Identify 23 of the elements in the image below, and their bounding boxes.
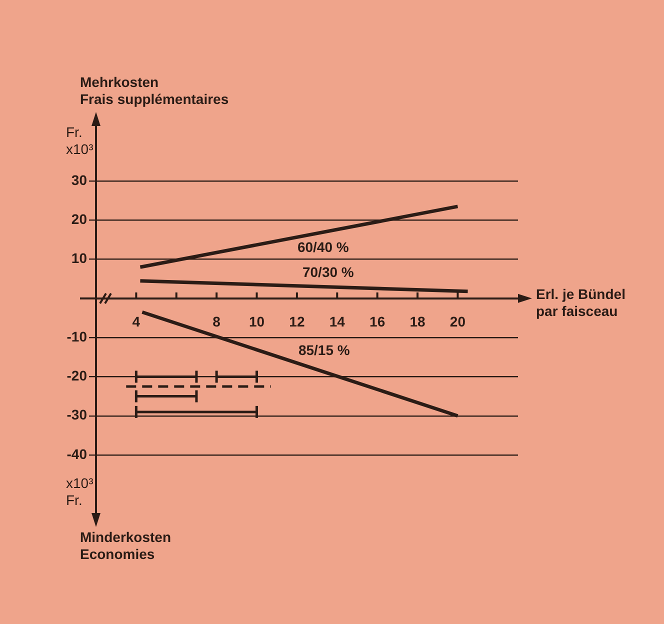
text: Fr. x10³: [66, 124, 94, 158]
x-tick-label: 16: [370, 314, 386, 330]
y-tick-label: 10: [71, 250, 88, 266]
y-tick-label: -20: [66, 368, 88, 384]
x-tick-label: 14: [329, 314, 346, 330]
x-tick-label: 20: [450, 314, 466, 330]
y-tick-label: -30: [66, 406, 88, 423]
series-label: 70/30 %: [302, 264, 354, 282]
x-tick-label: 12: [289, 314, 305, 330]
x-tick-label: 4: [132, 314, 140, 330]
text: x10³ Fr.: [66, 475, 94, 509]
x-axis-title: Erl. je Bündel par faisceau: [536, 286, 626, 320]
y-tick-label: 30: [71, 172, 88, 188]
y-axis-title: Mehrkosten Frais supplémentaires: [80, 74, 229, 108]
x-tick-label: 8: [212, 314, 221, 330]
series-label: 85/15 %: [298, 342, 350, 359]
y-tick-label: -10: [66, 328, 88, 344]
text: Minderkosten Economies: [80, 529, 172, 563]
y-tick-label: 20: [71, 211, 88, 227]
series-label: 60/40 %: [297, 238, 349, 256]
y-tick-label: -40: [66, 446, 88, 462]
x-tick-label: 10: [248, 314, 265, 330]
x-tick-label: 18: [410, 314, 426, 330]
